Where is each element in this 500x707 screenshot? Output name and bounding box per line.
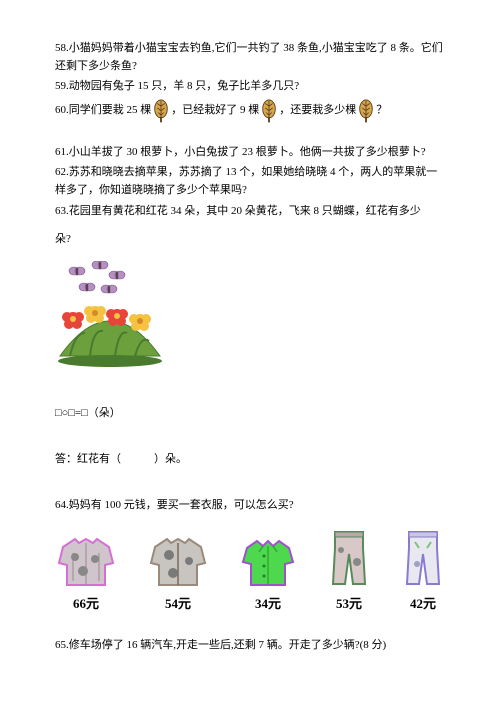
flower-garden-image — [55, 261, 445, 378]
question-65: 65.修车场停了 16 辆汽车,开走一些后,还剩 7 辆。开走了多少辆?(8 分… — [55, 637, 445, 655]
price-1: 66元 — [73, 594, 99, 615]
clothes-item-4: 53元 — [327, 528, 371, 615]
q60-text-d: ？ — [376, 102, 387, 120]
question-58: 58.小猫妈妈带着小猫宝宝去钓鱼,它们一共钓了 38 条鱼,小猫宝宝吃了 8 条… — [55, 40, 445, 75]
price-5: 42元 — [410, 594, 436, 615]
answer-line: 答：红花有（ ）朵。 — [55, 451, 445, 469]
clothes-item-5: 42元 — [401, 528, 445, 615]
question-63: 63.花园里有黄花和红花 34 朵，其中 20 朵黄花，飞来 8 只蝴蝶，红花有… — [55, 203, 445, 221]
tree-icon — [260, 99, 278, 123]
question-63b: 朵? — [55, 231, 445, 249]
question-59: 59.动物园有兔子 15 只，羊 8 只，兔子比羊多几只? — [55, 78, 445, 96]
jacket-icon — [55, 535, 117, 590]
q60-text-a: 60.同学们要栽 25 棵 — [55, 102, 151, 120]
pants-icon — [327, 528, 371, 590]
clothes-item-1: 66元 — [55, 535, 117, 615]
tree-icon — [152, 99, 170, 123]
q60-text-b: ，已经栽好了 9 棵 — [171, 102, 259, 120]
clothes-row: 66元 54元 34元 53元 42元 — [55, 528, 445, 615]
question-62: 62.苏苏和晓晓去摘苹果，苏苏摘了 13 个，如果她给晓晓 4 个，两人的苹果就… — [55, 164, 445, 199]
shirt-icon — [239, 538, 297, 590]
price-3: 34元 — [255, 594, 281, 615]
question-61: 61.小山羊拔了 30 根萝卜，小白兔拔了 23 根萝卜。他俩一共拔了多少根萝卜… — [55, 144, 445, 162]
price-2: 54元 — [165, 594, 191, 615]
question-64: 64.妈妈有 100 元钱，要买一套衣服，可以怎么买? — [55, 497, 445, 515]
equation-blank: □○□=□（朵） — [55, 405, 445, 423]
jacket-icon — [147, 535, 209, 590]
clothes-item-3: 34元 — [239, 538, 297, 615]
q60-text-c: ，还要栽多少棵 — [279, 102, 356, 120]
clothes-item-2: 54元 — [147, 535, 209, 615]
question-60: 60.同学们要栽 25 棵 ，已经栽好了 9 棵 ，还要栽多少棵 ？ — [55, 99, 445, 123]
tree-icon — [357, 99, 375, 123]
pants-icon — [401, 528, 445, 590]
price-4: 53元 — [336, 594, 362, 615]
